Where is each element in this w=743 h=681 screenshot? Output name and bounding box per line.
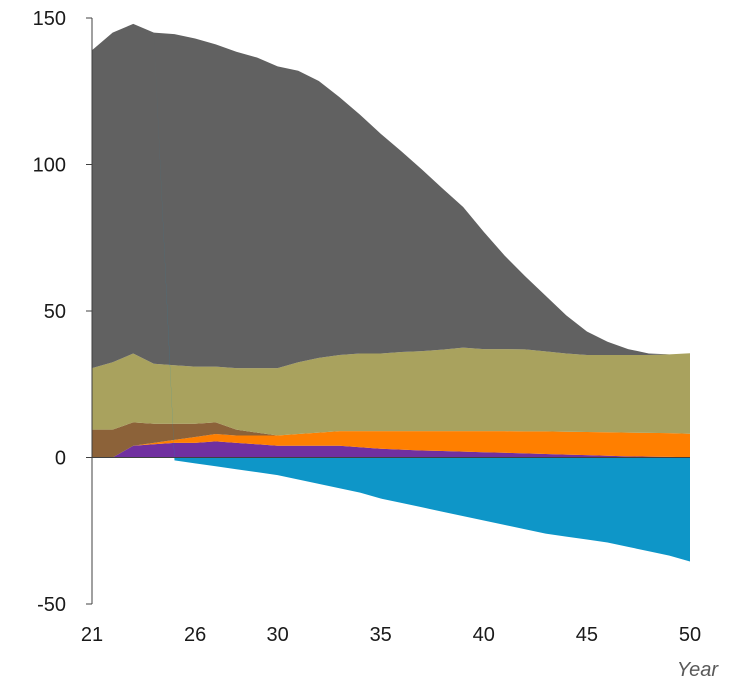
area-series-3 bbox=[92, 422, 690, 458]
axis-ticks-layer: 150 100 50 0 -50 21 26 30 35 40 45 50 bbox=[33, 8, 702, 646]
area-series-6 bbox=[92, 23, 690, 562]
x-axis-title: Year bbox=[677, 659, 719, 681]
x-tick-label: 40 bbox=[473, 624, 495, 646]
y-tick-label: -50 bbox=[37, 594, 66, 616]
area-series-4 bbox=[92, 347, 690, 436]
y-tick-label: 0 bbox=[55, 448, 66, 470]
y-tick-label: 150 bbox=[33, 8, 66, 30]
area-series-2 bbox=[92, 431, 690, 458]
y-tick-label: 100 bbox=[33, 155, 66, 177]
x-tick-label: 21 bbox=[81, 624, 103, 646]
area-series-layer bbox=[92, 23, 690, 562]
y-tick-label: 50 bbox=[44, 301, 66, 323]
x-tick-label: 45 bbox=[576, 624, 598, 646]
x-tick-label: 30 bbox=[266, 624, 288, 646]
x-tick-label: 26 bbox=[184, 624, 206, 646]
x-tick-label: 50 bbox=[679, 624, 701, 646]
x-tick-label: 35 bbox=[370, 624, 392, 646]
area-series-1 bbox=[92, 441, 690, 458]
area-series-5 bbox=[92, 23, 690, 369]
